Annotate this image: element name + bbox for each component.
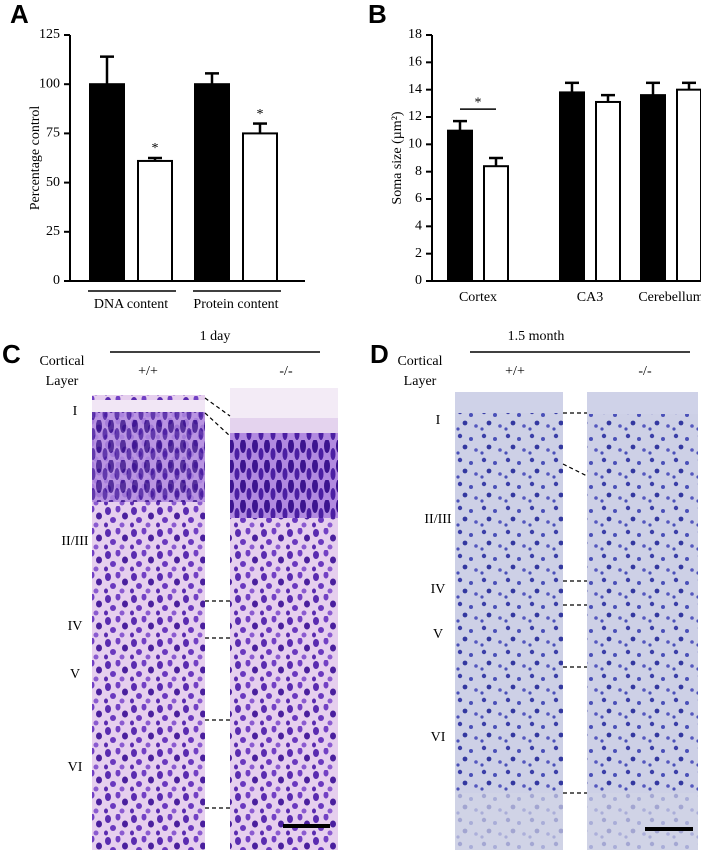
- x-tick-label: Cortex: [459, 290, 497, 305]
- layer-label: VI: [431, 730, 446, 745]
- y-tick-label: 0: [53, 273, 60, 288]
- y-tick-label: 14: [408, 82, 422, 97]
- significance-mark: *: [257, 107, 264, 122]
- y-tick-label: 50: [46, 175, 60, 190]
- row-header: Layer: [404, 374, 437, 389]
- layer-label: V: [70, 667, 80, 682]
- genotype-label: -/-: [638, 364, 652, 379]
- panel-label: C: [2, 339, 21, 369]
- bar: [447, 129, 473, 282]
- panel-label: B: [368, 0, 387, 29]
- y-tick-label: 6: [415, 191, 422, 206]
- x-tick-label: Cerebellum: [638, 290, 701, 305]
- layer-label: V: [433, 627, 443, 642]
- micrograph-c: [92, 388, 338, 850]
- layer-label: VI: [68, 760, 83, 775]
- panel-label: A: [10, 0, 29, 29]
- y-tick-label: 12: [408, 109, 422, 124]
- layer-label: II/III: [424, 512, 452, 527]
- significance-mark: *: [152, 141, 159, 156]
- bar: [483, 165, 509, 282]
- y-tick-label: 0: [415, 273, 422, 288]
- y-tick-label: 100: [39, 76, 60, 91]
- y-tick-label: 8: [415, 164, 422, 179]
- layer-label: I: [73, 404, 78, 419]
- genotype-label: +/+: [505, 364, 525, 379]
- layer-label: II/III: [61, 534, 89, 549]
- y-tick-label: 4: [415, 219, 422, 234]
- y-tick-label: 125: [39, 27, 60, 42]
- y-axis-label: Percentage control: [28, 106, 43, 211]
- bar: [137, 159, 173, 282]
- bar: [194, 83, 230, 282]
- bar: [89, 83, 125, 282]
- y-tick-label: 25: [46, 224, 60, 239]
- time-label: 1 day: [200, 329, 231, 344]
- x-tick-label: CA3: [577, 290, 603, 305]
- x-tick-label: Protein content: [193, 297, 278, 312]
- row-header: Layer: [46, 374, 79, 389]
- bar: [559, 91, 585, 283]
- bar: [640, 94, 666, 282]
- micrograph-d: [455, 392, 698, 850]
- bar: [242, 132, 278, 282]
- significance-mark: *: [475, 95, 482, 110]
- bar: [676, 88, 701, 282]
- layer-label: IV: [68, 619, 83, 634]
- y-axis-label: Soma size (µm²): [390, 111, 405, 204]
- y-tick-label: 18: [408, 27, 422, 42]
- y-tick-label: 16: [408, 55, 422, 70]
- bar: [595, 100, 621, 283]
- layer-label: IV: [431, 582, 446, 597]
- layer-label: I: [436, 413, 441, 428]
- x-tick-label: DNA content: [94, 297, 168, 312]
- row-header: Cortical: [39, 354, 84, 369]
- genotype-label: +/+: [138, 364, 158, 379]
- y-tick-label: 10: [408, 137, 422, 152]
- genotype-label: -/-: [279, 364, 293, 379]
- row-header: Cortical: [397, 354, 442, 369]
- y-tick-label: 75: [46, 126, 60, 141]
- time-label: 1.5 month: [508, 329, 565, 344]
- y-tick-label: 2: [415, 246, 422, 261]
- panel-label: D: [370, 339, 389, 369]
